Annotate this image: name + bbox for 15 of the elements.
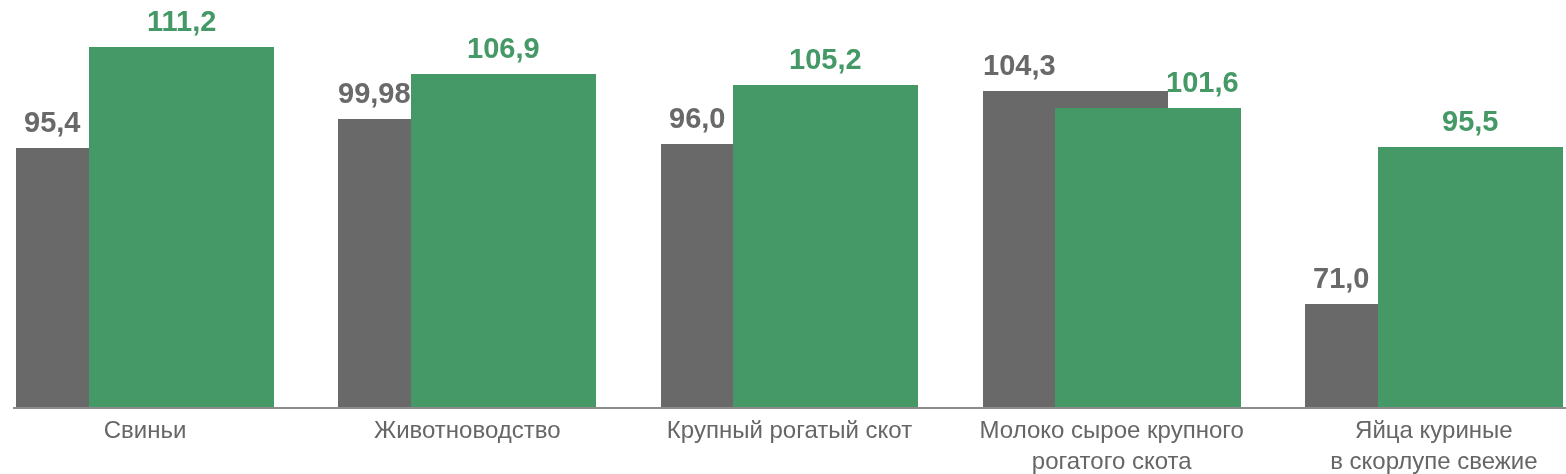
data-label: 105,2 <box>789 43 862 75</box>
data-label: 106,9 <box>467 32 540 64</box>
data-label: 95,5 <box>1442 105 1499 137</box>
data-label: 99,98 <box>338 77 411 109</box>
x-tick-label: Яйца куриные в скорлупе свежие <box>1330 415 1538 474</box>
x-tick-label: Свиньи <box>103 415 187 443</box>
data-label: 96,0 <box>669 102 726 134</box>
data-label: 101,6 <box>1166 66 1239 98</box>
x-tick-label: Животноводство <box>374 415 561 443</box>
data-label: 104,3 <box>983 49 1056 81</box>
x-tick-label: Крупный рогатый скот <box>666 415 913 443</box>
data-label: 111,2 <box>147 5 217 37</box>
data-label: 95,4 <box>24 106 81 138</box>
x-tick-label: Молоко сырое крупного рогатого скота <box>979 415 1244 474</box>
data-label: 71,0 <box>1313 262 1370 294</box>
